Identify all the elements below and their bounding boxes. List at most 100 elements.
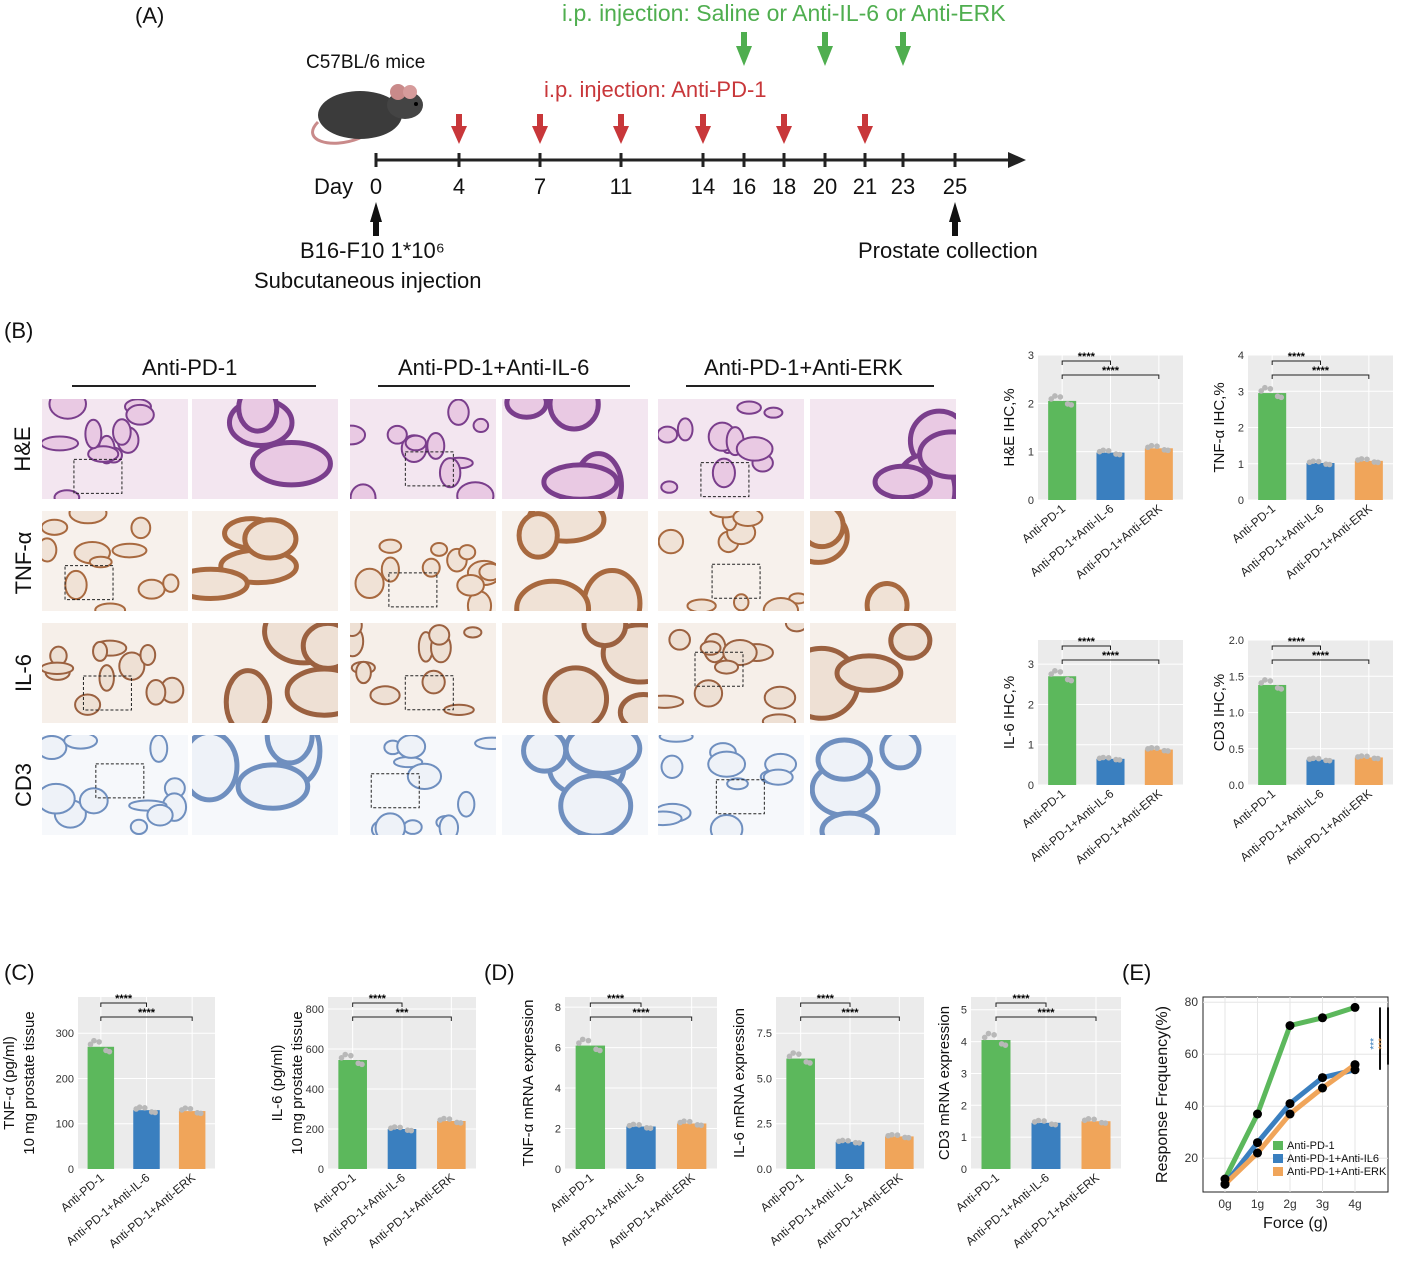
bar bbox=[786, 1058, 815, 1169]
y-axis-label-2: 10 mg prostate tissue bbox=[21, 1011, 38, 1154]
data-point bbox=[1052, 668, 1058, 674]
x-tick-label: Anti-PD-1+Anti-ERK bbox=[1073, 502, 1165, 582]
significance-label: **** bbox=[1102, 365, 1120, 377]
data-point bbox=[87, 1041, 94, 1048]
data-point bbox=[836, 1138, 842, 1145]
series-point bbox=[1285, 1021, 1295, 1031]
data-point bbox=[1258, 680, 1265, 686]
mouse-label: C57BL/6 mice bbox=[306, 52, 426, 73]
legend-swatch bbox=[1273, 1141, 1283, 1150]
data-point bbox=[981, 1034, 988, 1041]
y-tick-label: 0 bbox=[961, 1164, 967, 1176]
data-point bbox=[1375, 755, 1381, 762]
series-point bbox=[1318, 1083, 1327, 1093]
series-point bbox=[1253, 1138, 1262, 1148]
y-tick-label: 4 bbox=[1238, 350, 1244, 362]
data-point bbox=[597, 1047, 603, 1054]
data-point bbox=[348, 1052, 354, 1059]
y-tick-label: 2 bbox=[1238, 423, 1244, 435]
data-point bbox=[388, 1125, 394, 1131]
chart-cd3-ihc: 0.0 0.5 1.0 1.5 2.0 Anti-PD-1Anti-PD-1+Anti-I… bbox=[1211, 635, 1393, 867]
y-tick-label: 7.5 bbox=[757, 1028, 772, 1040]
bar bbox=[1096, 452, 1125, 500]
data-point bbox=[856, 1140, 863, 1146]
day-tick-label: 14 bbox=[690, 174, 716, 199]
significance-label: **** bbox=[817, 993, 835, 1005]
row-label-tnf: TNF-α bbox=[11, 531, 36, 595]
red-arrow bbox=[781, 114, 787, 128]
data-point bbox=[397, 1124, 403, 1131]
panel-label-d: (D) bbox=[484, 960, 515, 985]
significance-label: **** bbox=[1078, 351, 1096, 363]
data-point bbox=[807, 1060, 813, 1066]
data-point bbox=[845, 1137, 851, 1144]
x-tick-label: Anti-PD-1+Anti-IL-6 bbox=[319, 1170, 408, 1248]
data-point bbox=[698, 1122, 705, 1129]
x-tick-label: 0g bbox=[1218, 1197, 1231, 1211]
panel-label-a: (A) bbox=[135, 3, 165, 28]
y-tick-label: 3 bbox=[961, 1068, 967, 1080]
data-point bbox=[1154, 443, 1160, 450]
y-axis-label: IL-6 mRNA expression bbox=[731, 1008, 748, 1158]
data-point bbox=[359, 1061, 365, 1068]
data-point bbox=[1267, 385, 1274, 392]
data-point bbox=[991, 1032, 997, 1038]
y-axis-label: H&E IHC,% bbox=[1001, 388, 1018, 466]
group-underline-1 bbox=[72, 385, 316, 387]
data-point bbox=[408, 1127, 415, 1134]
data-point bbox=[1052, 1121, 1059, 1128]
y-tick-label: 4 bbox=[555, 1083, 561, 1095]
series-point bbox=[1220, 1179, 1230, 1189]
x-tick-label: Anti-PD-1+Anti-ERK bbox=[1073, 787, 1165, 867]
x-tick-label: Anti-PD-1+Anti-IL-6 bbox=[963, 1170, 1052, 1248]
x-tick-label: Anti-PD-1+Anti-IL-6 bbox=[1027, 786, 1116, 864]
histology-tile bbox=[502, 623, 648, 723]
y-tick-label: 2 bbox=[1028, 699, 1034, 711]
y-tick-label: 0 bbox=[1028, 495, 1034, 507]
x-tick-label: Anti-PD-1+Anti-IL-6 bbox=[767, 1170, 856, 1248]
y-tick-label: 1 bbox=[1028, 740, 1034, 752]
chart-he-ihc: 0 1 2 3 Anti-PD-1Anti-PD-1+Anti-IL-6Anti-PD-… bbox=[1001, 350, 1183, 582]
bar bbox=[1144, 749, 1173, 785]
data-point bbox=[636, 1122, 642, 1128]
x-tick-label: Anti-PD-1 bbox=[758, 1170, 807, 1214]
x-tick-label: Anti-PD-1+Anti-ERK bbox=[1283, 502, 1375, 582]
panel-label-c: (C) bbox=[4, 960, 35, 985]
bar bbox=[1258, 684, 1287, 785]
data-point bbox=[1068, 677, 1075, 684]
data-point bbox=[437, 1117, 443, 1123]
x-tick-label: Anti-PD-1+Anti-ERK bbox=[106, 1171, 198, 1251]
data-point bbox=[1165, 748, 1171, 754]
y-tick-label: 1.5 bbox=[1229, 671, 1244, 683]
series-point bbox=[1285, 1099, 1295, 1109]
y-tick-label: 2.0 bbox=[1229, 635, 1244, 647]
data-point bbox=[133, 1106, 139, 1112]
data-point bbox=[1105, 754, 1112, 761]
significance-bracket bbox=[1061, 374, 1160, 379]
green-arrow bbox=[822, 32, 828, 48]
x-tick-label: Anti-PD-1 bbox=[310, 1170, 359, 1214]
significance-bracket bbox=[1271, 645, 1321, 650]
group-title-3: Anti-PD-1+Anti-ERK bbox=[704, 355, 903, 380]
red-arrow bbox=[537, 114, 543, 128]
y-tick-label: 800 bbox=[306, 1004, 324, 1016]
histology-tile bbox=[810, 399, 956, 499]
y-axis-label: IL-6 IHC,% bbox=[1001, 676, 1018, 749]
day-tick-label: 7 bbox=[533, 174, 547, 199]
data-point bbox=[1002, 1042, 1009, 1048]
bar bbox=[676, 1123, 707, 1169]
x-tick-label: 2g bbox=[1283, 1197, 1296, 1211]
data-point bbox=[446, 1116, 453, 1122]
y-axis-label: CD3 IHC,% bbox=[1211, 674, 1228, 752]
y-tick-label: 1 bbox=[1028, 447, 1034, 459]
day-tick-label: 25 bbox=[942, 174, 968, 199]
panel-label-e: (E) bbox=[1122, 960, 1152, 985]
bar bbox=[575, 1045, 606, 1169]
significance-bracket bbox=[1061, 360, 1111, 365]
x-tick-label: Anti-PD-1+Anti-IL-6 bbox=[1237, 786, 1326, 864]
histology-tile bbox=[192, 735, 338, 835]
y-tick-label: 1 bbox=[961, 1132, 967, 1144]
y-axis-label: TNF-α mRNA expression bbox=[520, 999, 537, 1166]
bar bbox=[133, 1110, 160, 1169]
legend-label: Anti-PD-1 bbox=[1287, 1140, 1335, 1152]
